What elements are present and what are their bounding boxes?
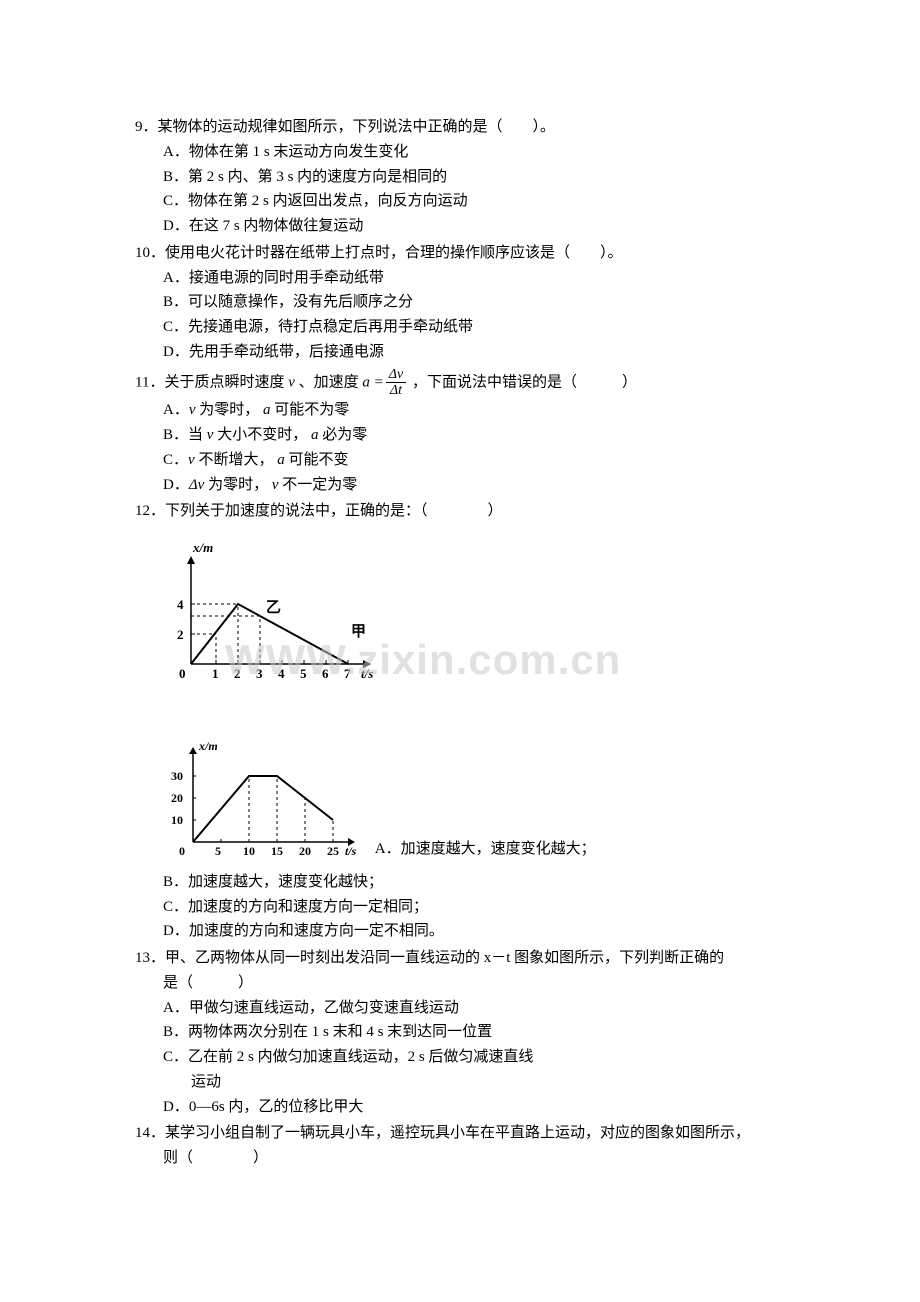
q10-opt-a: A．接通电源的同时用手牵动纸带 (135, 266, 785, 291)
q10-opt-d: D．先用手牵动纸带，后接通电源 (135, 340, 785, 365)
spacer (135, 709, 785, 729)
svg-text:0: 0 (179, 666, 186, 681)
svg-text:4: 4 (278, 666, 285, 681)
q11-v: v (288, 374, 295, 390)
q11-pre: 11．关于质点瞬时速度 (135, 374, 288, 390)
q11-stem: 11．关于质点瞬时速度 v 、加速度 a =ΔvΔt ，下面说法中错误的是（ ） (135, 367, 785, 399)
svg-text:x/m: x/m (192, 540, 213, 555)
q11b-pre: B．当 (163, 427, 207, 443)
q11-aeq: a = (362, 374, 383, 390)
svg-text:3: 3 (256, 666, 263, 681)
q11b-mid: 大小不变时， (213, 427, 311, 443)
q13-stem2: 是（ ） (135, 971, 785, 996)
svg-text:乙: 乙 (266, 600, 281, 616)
svg-text:4: 4 (177, 597, 184, 612)
q11-num: Δv (386, 367, 406, 383)
q12-opt-d: D．加速度的方向和速度方向一定不相同。 (135, 919, 785, 944)
question-10: 10．使用电火花计时器在纸带上打点时，合理的操作顺序应该是（ ）。 A．接通电源… (135, 241, 785, 365)
q11a-post: 可能不为零 (271, 402, 350, 418)
svg-text:30: 30 (171, 769, 183, 783)
svg-text:5: 5 (300, 666, 307, 681)
q11c-post: 可能不变 (285, 452, 349, 468)
svg-text:10: 10 (171, 813, 183, 827)
q12-chart1: 0x/mt/s123456724甲乙 (163, 532, 373, 692)
q11-fraction: ΔvΔt (386, 367, 406, 399)
svg-text:10: 10 (243, 844, 255, 858)
q12-opt-c: C．加速度的方向和速度方向一定相同； (135, 895, 785, 920)
q11c-mid: 不断增大， (195, 452, 278, 468)
q13-opt-d: D．0—6s 内，乙的位移比甲大 (135, 1095, 785, 1120)
q11-opt-a: A．v 为零时， a 可能不为零 (135, 398, 785, 423)
q12-chart1-wrap: 0x/mt/s123456724甲乙 (163, 532, 785, 701)
q11c-v: v (188, 452, 195, 468)
q10-stem: 10．使用电火花计时器在纸带上打点时，合理的操作顺序应该是（ ）。 (135, 241, 785, 266)
svg-text:1: 1 (212, 666, 219, 681)
svg-text:20: 20 (171, 791, 183, 805)
q9-opt-a: A．物体在第 1 s 末运动方向发生变化 (135, 140, 785, 165)
q13-stem: 13．甲、乙两物体从同一时刻出发沿同一直线运动的 x－t 图象如图所示，下列判断… (135, 946, 785, 971)
svg-text:t/s: t/s (361, 666, 373, 681)
q11d-v: v (272, 477, 279, 493)
svg-text:2: 2 (177, 627, 184, 642)
q11d-post: 不一定为零 (279, 477, 358, 493)
q9-opt-b: B．第 2 s 内、第 3 s 内的速度方向是相同的 (135, 165, 785, 190)
q11d-pre: D． (163, 477, 189, 493)
svg-text:5: 5 (215, 844, 221, 858)
q11a-v: v (189, 402, 196, 418)
q11d-dv: Δv (189, 477, 204, 493)
q11b-post: 必为零 (318, 427, 367, 443)
q11a-mid: 为零时， (196, 402, 264, 418)
q11-den: Δt (386, 383, 406, 398)
q11-opt-d: D．Δv 为零时， v 不一定为零 (135, 473, 785, 498)
svg-text:0: 0 (179, 844, 185, 858)
q11c-pre: C． (163, 452, 188, 468)
q11a-a: a (263, 402, 271, 418)
q11d-mid: 为零时， (204, 477, 272, 493)
q9-opt-c: C．物体在第 2 s 内返回出发点，向反方向运动 (135, 189, 785, 214)
question-14: 14．某学习小组自制了一辆玩具小车，遥控玩具小车在平直路上运动，对应的图象如图所… (135, 1121, 785, 1171)
svg-text:25: 25 (327, 844, 339, 858)
question-9: 9．某物体的运动规律如图所示，下列说法中正确的是（ ）。 A．物体在第 1 s … (135, 115, 785, 239)
q12-chart2-wrap: 0 x/m t/s 5 10 15 20 25 10 20 30 A．加速度越大，速度变化越大； (163, 737, 785, 862)
q9-stem: 9．某物体的运动规律如图所示，下列说法中正确的是（ ）。 (135, 115, 785, 140)
q12-opt-a: A．加速度越大，速度变化越大； (375, 841, 596, 857)
svg-text:x/m: x/m (198, 739, 218, 753)
q10-opt-c: C．先接通电源，待打点稳定后再用手牵动纸带 (135, 315, 785, 340)
svg-text:2: 2 (234, 666, 241, 681)
question-12: 12．下列关于加速度的说法中，正确的是：（ ） 0x/mt/s123456724… (135, 499, 785, 944)
q13-opt-c2: 运动 (135, 1070, 785, 1095)
q11-post: ，下面说法中错误的是（ ） (408, 374, 637, 390)
svg-text:7: 7 (344, 666, 351, 681)
question-13: 13．甲、乙两物体从同一时刻出发沿同一直线运动的 x－t 图象如图所示，下列判断… (135, 946, 785, 1119)
svg-text:15: 15 (271, 844, 283, 858)
q11-opt-c: C．v 不断增大， a 可能不变 (135, 448, 785, 473)
q13-opt-c: C．乙在前 2 s 内做匀加速直线运动，2 s 后做匀减速直线 (135, 1045, 785, 1070)
q12-chart2: 0 x/m t/s 5 10 15 20 25 10 20 30 (163, 737, 363, 862)
q11c-a: a (277, 452, 285, 468)
svg-text:6: 6 (322, 666, 329, 681)
q13-opt-a: A．甲做匀速直线运动，乙做匀变速直线运动 (135, 996, 785, 1021)
q11-opt-b: B．当 v 大小不变时， a 必为零 (135, 423, 785, 448)
q9-opt-d: D．在这 7 s 内物体做往复运动 (135, 214, 785, 239)
q14-stem: 14．某学习小组自制了一辆玩具小车，遥控玩具小车在平直路上运动，对应的图象如图所… (135, 1121, 785, 1146)
svg-text:t/s: t/s (345, 844, 357, 858)
svg-text:20: 20 (299, 844, 311, 858)
q10-opt-b: B．可以随意操作，没有先后顺序之分 (135, 290, 785, 315)
q14-stem2: 则（ ） (135, 1146, 785, 1171)
svg-text:甲: 甲 (351, 623, 366, 640)
q12-stem: 12．下列关于加速度的说法中，正确的是：（ ） (135, 499, 785, 524)
q11a-pre: A． (163, 402, 189, 418)
q12-opt-b: B．加速度越大，速度变化越快； (135, 870, 785, 895)
q13-opt-b: B．两物体两次分别在 1 s 末和 4 s 末到达同一位置 (135, 1020, 785, 1045)
q11-mid1: 、加速度 (295, 374, 363, 390)
question-11: 11．关于质点瞬时速度 v 、加速度 a =ΔvΔt ，下面说法中错误的是（ ）… (135, 367, 785, 498)
